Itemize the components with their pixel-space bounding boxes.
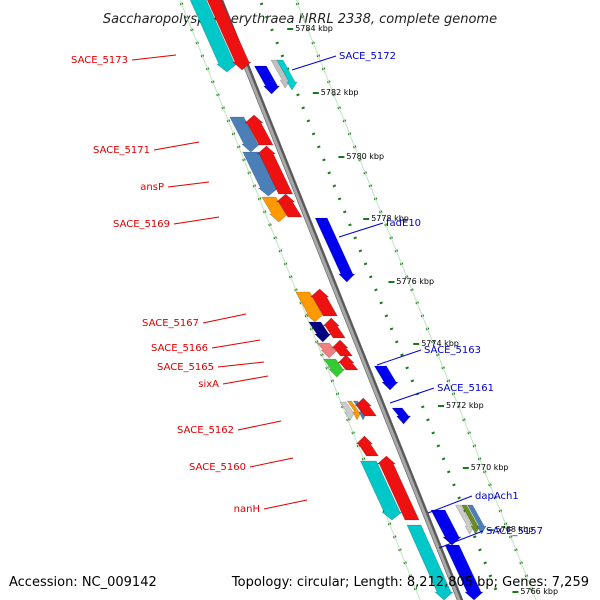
- gene-feature-dapach1-b: [460, 504, 481, 535]
- gene-label-right: SACE_5172: [339, 51, 396, 62]
- gene-feature-5167b: [309, 288, 338, 317]
- gene-feature-5169a: [261, 196, 289, 223]
- gene-label-right: SACE_5157: [486, 526, 543, 537]
- gene-label-left: sixA: [198, 379, 219, 390]
- leader-line: [237, 420, 282, 431]
- gene-label-left: SACE_5169: [113, 219, 170, 230]
- tick-label: 5766 kbp: [520, 587, 558, 596]
- tick-label: 5770 kbp: [471, 463, 509, 472]
- leader-line: [427, 495, 473, 514]
- leader-line: [438, 530, 484, 549]
- gene-feature-5166a: [308, 321, 332, 343]
- leader-line: [291, 55, 337, 71]
- gene-label-right: SACE_5163: [424, 345, 481, 356]
- tick-label: 5780 kbp: [346, 152, 384, 161]
- leader-line: [338, 222, 384, 238]
- leader-line: [167, 181, 210, 188]
- tick-label: 5776 kbp: [396, 277, 434, 286]
- leader-line: [389, 387, 435, 404]
- gene-feature-fade10: [314, 217, 356, 283]
- tick-label: 5774 kbp: [421, 339, 459, 348]
- gene-label-left: ansP: [140, 182, 164, 193]
- leader-line: [202, 313, 247, 324]
- gene-feature-dapach1-a: [454, 504, 475, 535]
- gene-feature-nanh-a: [359, 460, 403, 521]
- ruler-guide-line: [295, 0, 537, 600]
- gene-label-left: nanH: [234, 504, 260, 515]
- gene-feature-5162b: [346, 400, 362, 421]
- gene-feature-extra-a: [406, 524, 454, 600]
- gene-feature-5173b: [206, 0, 252, 71]
- gene-feature-5160: [355, 435, 379, 457]
- leader-line: [153, 141, 200, 151]
- tick-label: 5784 kbp: [295, 24, 333, 33]
- gene-feature-sixa-b: [337, 354, 359, 371]
- gene-feature-5165b: [331, 339, 354, 357]
- tick-label: 5782 kbp: [321, 88, 359, 97]
- leader-line: [211, 339, 261, 349]
- gene-feature-5163: [373, 365, 399, 391]
- gene-label-left: SACE_5171: [93, 145, 150, 156]
- tick-label: 5768 kbp: [496, 525, 534, 534]
- gene-feature-nanh-b: [376, 455, 420, 521]
- gene-labels: SACE_5173 SACE_5171 ansP SACE_5169 SACE_5167…: [71, 51, 543, 549]
- leader-line: [222, 375, 269, 385]
- gene-label-right: dapAch1: [475, 491, 519, 502]
- leader-line: [131, 54, 177, 61]
- gene-feature-extra-b: [444, 544, 484, 600]
- gene-label-left: SACE_5162: [177, 425, 234, 436]
- genome-backbone: [216, 0, 464, 600]
- gene-label-left: SACE_5160: [189, 462, 246, 473]
- gene-feature-5165a: [316, 342, 338, 359]
- gene-features: [189, 0, 487, 600]
- gene-label-left: SACE_5166: [151, 343, 208, 354]
- gene-feature-5167a: [295, 291, 325, 323]
- leader-line: [376, 349, 422, 366]
- gene-feature-5172a: [253, 65, 281, 95]
- gene-feature-dapach1-c: [466, 504, 487, 535]
- gene-feature-5162d: [354, 397, 377, 417]
- leader-line: [173, 216, 220, 225]
- leader-line: [263, 499, 308, 510]
- gene-feature-sixa-a: [323, 358, 346, 378]
- accession-text: Accession: NC_009142: [9, 575, 157, 590]
- gene-label-left: SACE_5173: [71, 55, 128, 66]
- tick-label: 5772 kbp: [446, 401, 484, 410]
- topology-text: Topology: circular; Length: 8,212,805 bp…: [231, 575, 589, 590]
- gene-feature-5171a: [229, 116, 261, 153]
- gene-feature-5162a: [339, 401, 356, 421]
- gene-feature-5161: [391, 407, 412, 425]
- gene-feature-5172c: [276, 59, 298, 91]
- gene-feature-5173a: [189, 0, 238, 73]
- leader-line: [249, 457, 294, 468]
- backbone-line: [217, 0, 461, 600]
- leader-line: [217, 361, 265, 368]
- gene-label-right: fadE10: [386, 218, 421, 229]
- gene-label-left: SACE_5167: [142, 318, 199, 329]
- gene-label-left: SACE_5165: [157, 362, 214, 373]
- gene-feature-ansp-b: [256, 145, 294, 195]
- gene-label-right: SACE_5161: [437, 383, 494, 394]
- gene-feature-5169b: [275, 193, 303, 218]
- gene-feature-5166b: [322, 317, 346, 339]
- tick-label: 5778 kbp: [371, 214, 409, 223]
- gene-feature-5171b: [244, 114, 274, 146]
